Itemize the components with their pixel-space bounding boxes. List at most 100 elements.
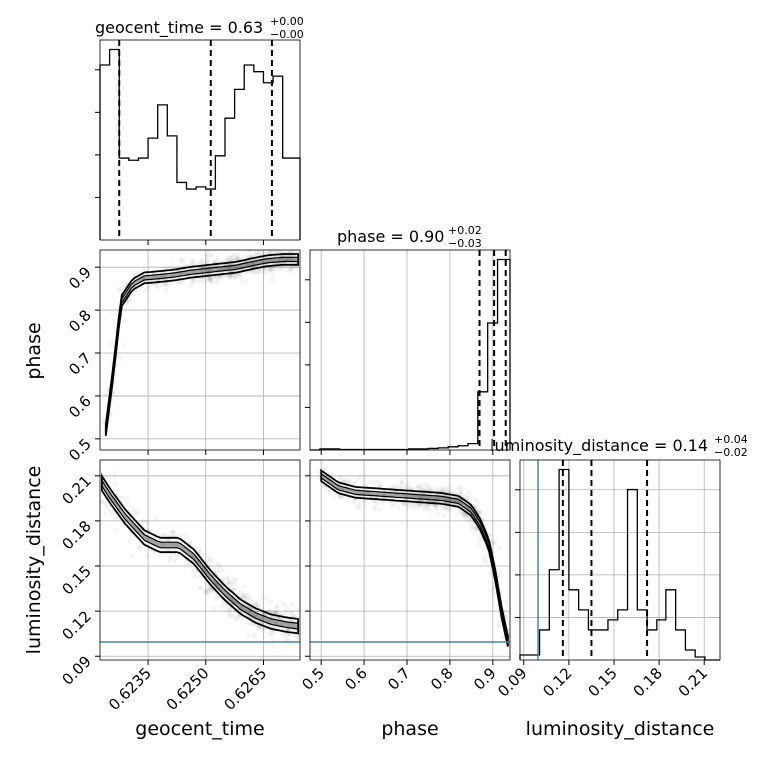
sample-point xyxy=(118,354,121,357)
sample-point xyxy=(268,632,271,636)
sample-point xyxy=(218,564,221,567)
sample-point xyxy=(373,495,376,498)
sample-point xyxy=(285,610,288,613)
sample-point xyxy=(459,494,463,497)
sample-point xyxy=(233,277,237,280)
sample-point xyxy=(344,478,347,482)
sample-point xyxy=(493,584,496,588)
sample-point xyxy=(122,282,125,285)
sample-point xyxy=(224,610,227,614)
sample-point xyxy=(445,487,448,490)
sample-point xyxy=(291,603,294,606)
sample-point xyxy=(200,279,203,283)
sample-point xyxy=(115,529,118,532)
sample-point xyxy=(216,256,219,259)
sample-point xyxy=(293,265,296,268)
sample-point xyxy=(447,485,451,488)
sample-point xyxy=(475,527,478,530)
sample-point xyxy=(275,606,278,609)
sample-point xyxy=(441,487,444,490)
sample-point xyxy=(143,269,146,272)
sample-point xyxy=(171,548,175,552)
y-tick-label: 0.15 xyxy=(58,562,94,598)
sample-point xyxy=(210,253,213,256)
sample-point xyxy=(457,487,460,490)
sample-point xyxy=(217,570,220,573)
sample-point xyxy=(371,480,374,483)
sample-point xyxy=(207,260,210,263)
sample-point xyxy=(179,535,182,538)
sample-point xyxy=(497,625,500,628)
sample-point xyxy=(413,504,416,507)
sample-point xyxy=(265,247,267,249)
sample-point xyxy=(364,499,367,502)
sample-point xyxy=(171,531,174,534)
sample-point xyxy=(505,617,508,620)
sample-point xyxy=(254,254,257,257)
y-tick-label: 0.8 xyxy=(65,306,95,336)
x-tick-label: 0.21 xyxy=(675,664,711,700)
sample-point xyxy=(317,470,320,473)
sample-point xyxy=(183,264,186,267)
sample-point xyxy=(105,477,108,480)
sample-point xyxy=(256,251,259,254)
sample-point xyxy=(178,280,181,283)
sample-point xyxy=(206,592,209,595)
sample-point xyxy=(234,581,237,585)
title-luminosity-distance-main: luminosity_distance = 0.14 xyxy=(490,436,708,456)
sample-point xyxy=(466,497,470,501)
sample-point xyxy=(382,502,385,505)
sample-point xyxy=(150,279,153,282)
sample-point xyxy=(470,526,473,529)
sample-point xyxy=(140,543,143,547)
sample-point xyxy=(306,614,308,616)
sample-point xyxy=(104,393,107,396)
sample-point xyxy=(286,606,289,609)
sample-point xyxy=(349,482,352,485)
sample-point xyxy=(188,275,191,278)
sample-point xyxy=(468,491,471,494)
sample-point xyxy=(407,505,410,508)
sample-point xyxy=(448,495,451,498)
sample-point xyxy=(374,505,377,508)
sample-point xyxy=(209,587,212,590)
sample-point xyxy=(282,603,285,606)
sample-point xyxy=(243,585,246,588)
sample-point xyxy=(192,262,195,265)
sample-point xyxy=(265,597,268,600)
sample-point xyxy=(271,274,274,278)
sample-point xyxy=(364,476,367,479)
contour-inner xyxy=(101,478,299,630)
sample-point xyxy=(230,255,233,258)
sample-point xyxy=(257,624,260,628)
sample-point xyxy=(505,615,508,618)
sample-point xyxy=(470,523,473,526)
panel-00-frame xyxy=(99,39,301,241)
sample-point xyxy=(193,279,196,282)
sample-point xyxy=(129,299,132,302)
sample-point xyxy=(397,506,400,509)
y-tick-label: 0.21 xyxy=(58,472,94,508)
sample-point xyxy=(245,597,248,600)
sample-point xyxy=(271,279,274,282)
sample-point xyxy=(492,542,495,545)
sample-point xyxy=(408,502,411,505)
sample-point xyxy=(272,270,275,273)
sample-point xyxy=(227,610,230,613)
sample-point xyxy=(418,502,421,505)
sample-point xyxy=(282,246,284,248)
sample-point xyxy=(233,255,236,258)
sample-point xyxy=(136,512,139,515)
sample-point xyxy=(114,373,117,376)
y-tick-label: 0.5 xyxy=(65,435,95,465)
sample-point xyxy=(289,266,292,269)
sample-point xyxy=(293,615,296,618)
sample-point xyxy=(390,503,393,506)
sample-point xyxy=(200,586,203,590)
sample-point xyxy=(206,560,209,563)
sample-point xyxy=(201,273,204,276)
sample-point xyxy=(226,259,229,262)
sample-point xyxy=(321,484,324,487)
sample-point xyxy=(238,590,241,593)
sample-point xyxy=(145,520,148,523)
